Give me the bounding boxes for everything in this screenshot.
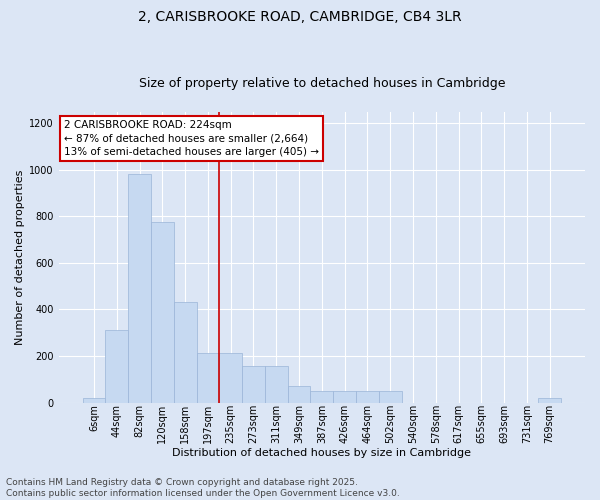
Bar [219, 352, 242, 403]
Bar [106, 330, 128, 402]
Bar [174, 302, 197, 402]
Bar [333, 391, 356, 402]
X-axis label: Distribution of detached houses by size in Cambridge: Distribution of detached houses by size … [172, 448, 472, 458]
Bar [538, 398, 561, 402]
Bar [356, 391, 379, 402]
Text: 2, CARISBROOKE ROAD, CAMBRIDGE, CB4 3LR: 2, CARISBROOKE ROAD, CAMBRIDGE, CB4 3LR [138, 10, 462, 24]
Bar [151, 222, 174, 402]
Title: Size of property relative to detached houses in Cambridge: Size of property relative to detached ho… [139, 76, 505, 90]
Text: 2 CARISBROOKE ROAD: 224sqm
← 87% of detached houses are smaller (2,664)
13% of s: 2 CARISBROOKE ROAD: 224sqm ← 87% of deta… [64, 120, 319, 156]
Bar [242, 366, 265, 402]
Y-axis label: Number of detached properties: Number of detached properties [15, 170, 25, 344]
Bar [287, 386, 310, 402]
Bar [379, 391, 401, 402]
Bar [83, 398, 106, 402]
Bar [197, 352, 219, 403]
Text: Contains HM Land Registry data © Crown copyright and database right 2025.
Contai: Contains HM Land Registry data © Crown c… [6, 478, 400, 498]
Bar [265, 366, 287, 402]
Bar [128, 174, 151, 402]
Bar [310, 391, 333, 402]
